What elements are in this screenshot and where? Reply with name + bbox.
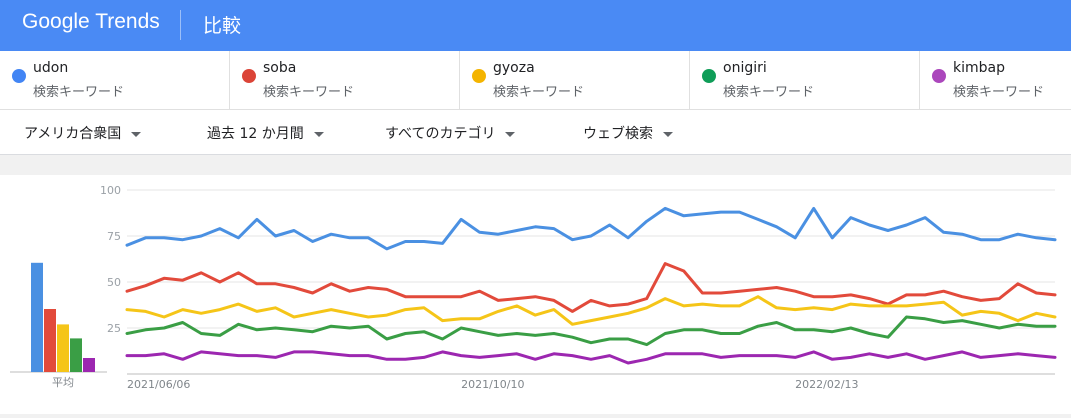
term-name: udon (33, 60, 69, 76)
interest-chart: 100 75 50 25 2021/06/06 2021/10/10 2022/02/13 平… (10, 184, 1057, 391)
term-type: 検索キーワード (723, 85, 815, 100)
series-color-dot (932, 69, 946, 83)
series-line-onigiri (125, 315, 1057, 347)
page-title: 比較 (203, 15, 242, 37)
caret-down-icon (131, 131, 142, 137)
search-terms-bar: udon 検索キーワード soba 検索キーワード gyoza 検索キーワード … (0, 51, 1071, 110)
caret-down-icon (505, 131, 516, 137)
term-udon[interactable]: udon 検索キーワード (0, 51, 230, 109)
x-tick-label: 2022/02/13 (795, 378, 858, 391)
region-dropdown[interactable]: アメリカ合衆国 (24, 123, 142, 143)
category-dropdown[interactable]: すべてのカテゴリ (385, 123, 516, 143)
app-header: Google Trends 比較 (0, 0, 1071, 51)
series-line-kimbap (125, 350, 1057, 365)
time-range-dropdown[interactable]: 過去 12 か月間 (207, 123, 324, 143)
term-soba[interactable]: soba 検索キーワード (230, 51, 460, 109)
term-type: 検索キーワード (263, 85, 355, 100)
series-color-dot (472, 69, 486, 83)
term-onigiri[interactable]: onigiri 検索キーワード (690, 51, 920, 109)
series-line-gyoza (125, 295, 1057, 326)
y-tick-label: 50 (107, 276, 121, 289)
caret-down-icon (663, 131, 673, 137)
term-name: gyoza (493, 60, 535, 76)
avg-bar-udon (31, 262, 43, 372)
series-line-udon (125, 206, 1057, 251)
term-type: 検索キーワード (493, 85, 585, 100)
term-name: kimbap (953, 60, 1005, 76)
y-tick-label: 75 (107, 230, 121, 243)
avg-bar-gyoza (57, 324, 69, 372)
term-kimbap[interactable]: kimbap 検索キーワード (920, 51, 1071, 109)
term-name: soba (263, 60, 297, 76)
filter-bar: アメリカ合衆国 過去 12 か月間 すべてのカテゴリ ウェブ検索 (0, 110, 1071, 155)
header-divider (180, 10, 181, 40)
term-type: 検索キーワード (953, 85, 1045, 100)
series-color-dot (12, 69, 26, 83)
term-name: onigiri (723, 60, 767, 76)
term-type: 検索キーワード (33, 85, 125, 100)
interest-over-time-card: 100 75 50 25 2021/06/06 2021/10/10 2022/02/13 平… (0, 175, 1071, 414)
x-tick-label: 2021/06/06 (127, 378, 190, 391)
search-type-dropdown[interactable]: ウェブ検索 (583, 123, 673, 143)
series-color-dot (702, 69, 716, 83)
avg-bar-soba (44, 309, 56, 372)
y-tick-label: 25 (107, 322, 121, 335)
google-trends-logo[interactable]: Google Trends (22, 10, 160, 33)
x-tick-label: 2021/10/10 (461, 378, 524, 391)
term-gyoza[interactable]: gyoza 検索キーワード (460, 51, 690, 109)
avg-label: 平均 (52, 376, 74, 389)
avg-bar-kimbap (83, 358, 95, 372)
series-color-dot (242, 69, 256, 83)
caret-down-icon (313, 131, 324, 137)
avg-bar-onigiri (70, 338, 82, 372)
y-tick-label: 100 (100, 184, 121, 197)
series-line-soba (125, 262, 1057, 313)
